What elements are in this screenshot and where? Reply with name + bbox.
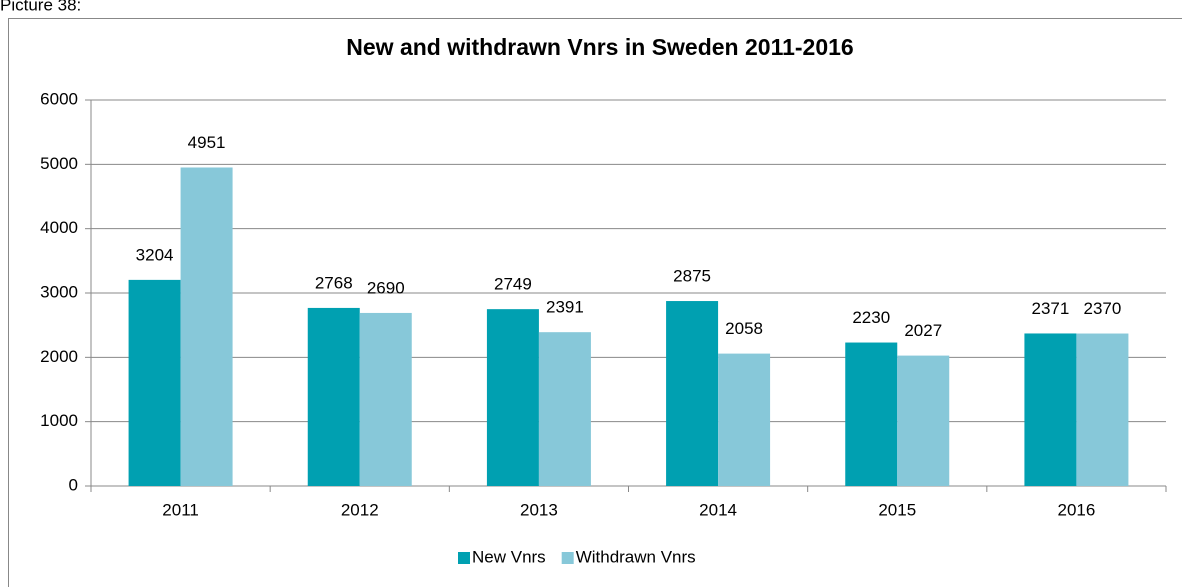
y-tick-label: 2000 xyxy=(40,347,78,366)
x-tick-label: 2011 xyxy=(162,500,199,519)
bar xyxy=(666,301,719,486)
bar xyxy=(897,355,950,486)
bar xyxy=(307,307,360,486)
bar xyxy=(128,279,181,486)
bar xyxy=(538,332,591,486)
data-label: 2058 xyxy=(725,319,763,338)
y-tick-label: 1000 xyxy=(40,411,78,430)
bar xyxy=(845,342,898,486)
x-tick-label: 2012 xyxy=(341,500,379,519)
data-label: 2391 xyxy=(546,298,584,317)
bar xyxy=(718,353,771,486)
data-label: 2027 xyxy=(904,321,942,340)
y-tick-label: 5000 xyxy=(40,154,78,173)
data-label: 2230 xyxy=(852,308,890,327)
caption: Picture 38: xyxy=(0,0,81,14)
x-tick-label: 2016 xyxy=(1058,500,1096,519)
data-label: 2875 xyxy=(673,267,711,286)
data-label: 3204 xyxy=(136,245,174,264)
data-label: 2749 xyxy=(494,275,532,294)
legend-label: Withdrawn Vnrs xyxy=(576,547,696,566)
data-label: 2371 xyxy=(1032,299,1070,318)
y-tick-label: 6000 xyxy=(40,89,78,108)
legend-swatch xyxy=(458,552,470,564)
data-label: 4951 xyxy=(188,133,226,152)
legend-swatch xyxy=(561,552,574,564)
x-tick-label: 2015 xyxy=(878,500,916,519)
legend-label: New Vnrs xyxy=(472,547,546,566)
x-tick-label: 2013 xyxy=(520,500,558,519)
x-tick-label: 2014 xyxy=(699,500,737,519)
bar xyxy=(180,167,233,487)
bar xyxy=(359,312,412,486)
y-tick-label: 4000 xyxy=(40,218,78,237)
data-label: 2690 xyxy=(367,278,405,297)
bar xyxy=(486,309,539,486)
y-tick-label: 3000 xyxy=(40,282,78,301)
bar xyxy=(1024,333,1077,486)
bar xyxy=(1076,333,1129,486)
chart-title: New and withdrawn Vnrs in Sweden 2011-20… xyxy=(346,34,853,60)
data-label: 2370 xyxy=(1084,299,1122,318)
data-label: 2768 xyxy=(315,273,353,292)
y-tick-label: 0 xyxy=(69,475,78,494)
